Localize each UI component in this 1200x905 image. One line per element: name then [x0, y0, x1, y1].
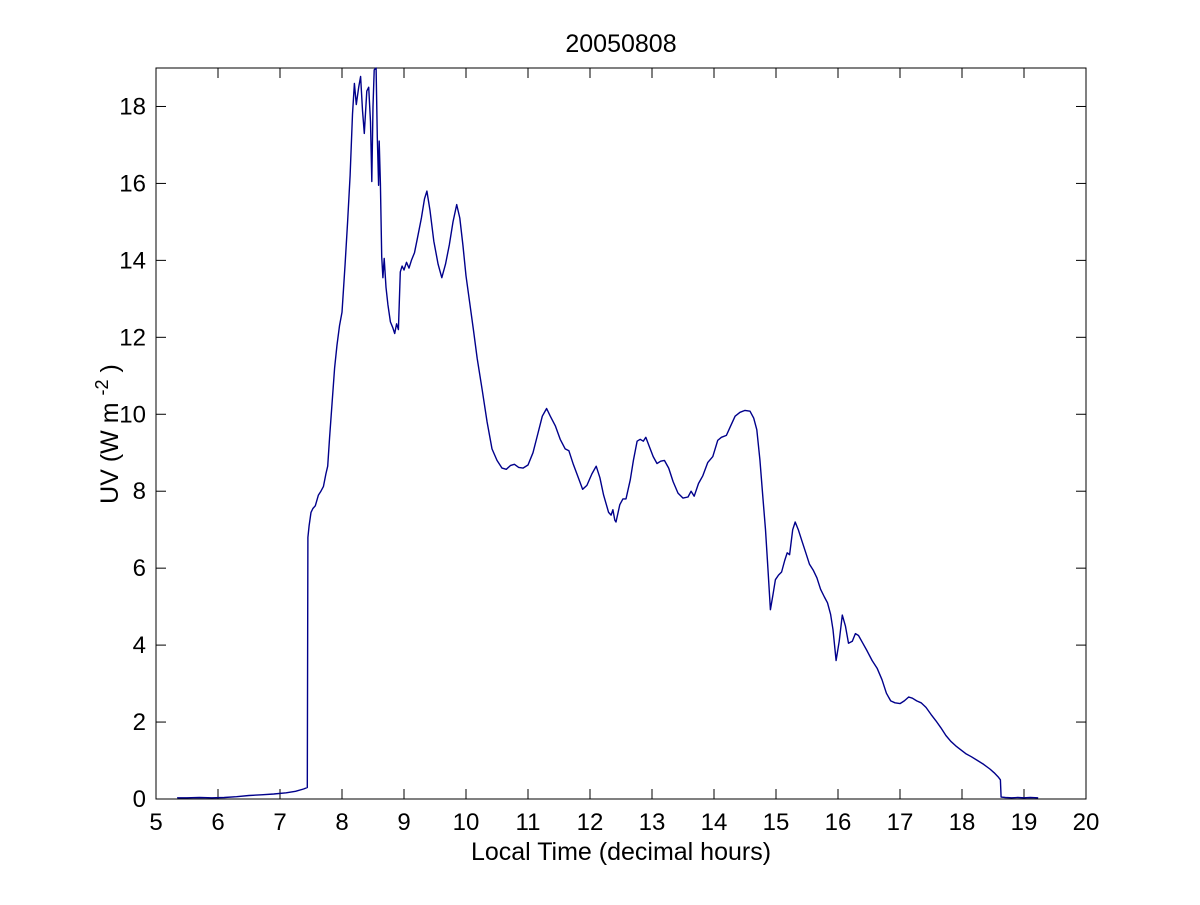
- y-tick-label: 14: [119, 247, 146, 274]
- x-tick-label: 14: [701, 809, 728, 836]
- x-tick-label: 13: [639, 809, 666, 836]
- uv-series-line: [176, 67, 1039, 799]
- y-tick-label: 12: [119, 324, 146, 351]
- x-tick-label: 8: [335, 809, 348, 836]
- x-tick-label: 18: [949, 809, 976, 836]
- x-axis-ticks: 5 6 7 8 9 10 11 12 13 14 15 16 17 18 19 20: [149, 68, 1099, 836]
- y-axis-label-base: UV (W m: [96, 402, 124, 503]
- x-tick-label: 11: [516, 809, 541, 836]
- y-tick-label: 16: [119, 170, 146, 197]
- y-tick-label: 6: [133, 555, 146, 582]
- x-tick-label: 10: [453, 809, 480, 836]
- x-tick-label: 17: [887, 809, 914, 836]
- y-axis-ticks: 0 2 4 6 8 10 12 14 16 18: [119, 93, 1086, 813]
- x-tick-label: 12: [577, 809, 604, 836]
- y-tick-label: 10: [119, 401, 146, 428]
- y-tick-label: 8: [133, 478, 146, 505]
- plot-box: [155, 67, 1087, 800]
- y-axis-label-close: ): [96, 364, 124, 372]
- y-tick-label: 4: [133, 632, 146, 659]
- y-tick-label: 0: [133, 786, 146, 813]
- y-axis-label-exponent: -2: [92, 379, 112, 395]
- x-tick-label: 6: [211, 809, 224, 836]
- y-tick-label: 18: [119, 93, 146, 120]
- x-tick-label: 5: [149, 809, 162, 836]
- x-tick-label: 15: [763, 809, 790, 836]
- x-tick-label: 7: [273, 809, 286, 836]
- x-axis-label: Local Time (decimal hours): [471, 838, 771, 866]
- y-tick-label: 2: [133, 709, 146, 736]
- chart-title: 20050808: [565, 30, 676, 58]
- x-tick-label: 16: [825, 809, 852, 836]
- x-tick-label: 19: [1011, 809, 1038, 836]
- x-tick-label: 9: [397, 809, 410, 836]
- x-tick-label: 20: [1073, 809, 1100, 836]
- y-axis-label: UV (W m -2 ): [86, 364, 124, 504]
